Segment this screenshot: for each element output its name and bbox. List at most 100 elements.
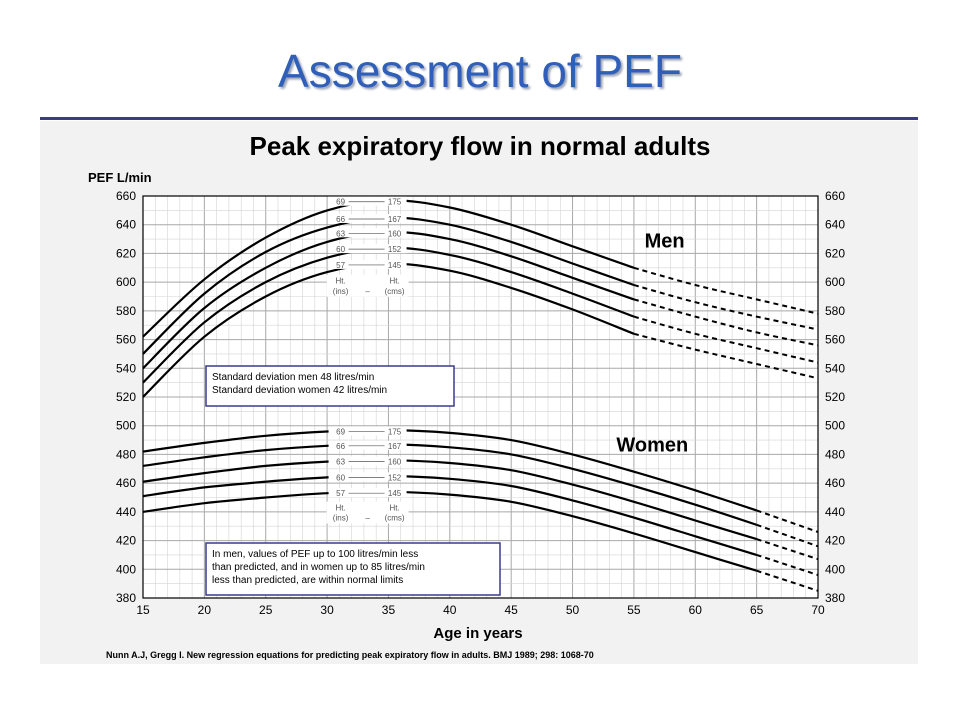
y-tick-label-left: 560: [116, 333, 136, 347]
limits-annotation-box-line: less than predicted, are within normal l…: [212, 575, 403, 586]
height-label-bg: [328, 426, 407, 436]
height-cms-label: 167: [388, 215, 402, 224]
women-series-extrapolation: [756, 509, 819, 533]
height-unit-ins: (ins): [333, 287, 349, 296]
height-header-ins: Ht.: [335, 504, 345, 513]
height-cms-label: 160: [388, 229, 402, 238]
chart-figure: Peak expiratory flow in normal adults PE…: [40, 121, 918, 664]
sd-annotation-box: [205, 365, 455, 407]
men-series-extrapolation: [633, 284, 819, 331]
height-ins-label: 63: [336, 229, 345, 238]
y-tick-label-left: 640: [116, 218, 136, 232]
y-axis-label: PEF L/min: [88, 170, 152, 185]
men-series-extrapolation: [633, 298, 819, 347]
citation: Nunn A.J, Gregg I. New regression equati…: [106, 650, 594, 660]
height-ins-label: 66: [336, 215, 345, 224]
x-tick-label: 45: [505, 603, 519, 617]
height-cms-label: 145: [388, 489, 402, 498]
men-series-extrapolation: [633, 315, 819, 364]
height-cms-label: 152: [388, 473, 402, 482]
sd-annotation-box-line: Standard deviation men 48 litres/min: [212, 372, 374, 383]
height-unit-sep: –: [365, 287, 370, 296]
y-tick-label-right: 520: [825, 390, 845, 404]
y-tick-label-right: 500: [825, 419, 845, 433]
height-ins-label: 57: [336, 489, 345, 498]
pef-chart: Peak expiratory flow in normal adults PE…: [88, 131, 845, 660]
women-series-line: [142, 443, 757, 526]
height-cms-label: 175: [388, 198, 402, 207]
y-tick-label-right: 400: [825, 562, 845, 576]
y-tick-label-right: 380: [825, 591, 845, 605]
y-tick-label-left: 460: [116, 476, 136, 490]
y-tick-label-left: 480: [116, 447, 136, 461]
height-unit-ins: (ins): [333, 514, 349, 523]
y-tick-label-left: 500: [116, 419, 136, 433]
height-ins-label: 69: [336, 198, 345, 207]
limits-annotation-box-line: In men, values of PEF up to 100 litres/m…: [212, 549, 418, 560]
height-label-bg: [328, 228, 407, 238]
height-label-bg: [328, 456, 407, 466]
height-ins-label: 60: [336, 473, 345, 482]
y-tick-label-right: 640: [825, 218, 845, 232]
slide-title: Assessment of PEF: [278, 45, 682, 97]
women-series-extrapolation: [756, 553, 819, 576]
sd-annotation-box-line: Standard deviation women 42 litres/min: [212, 385, 387, 396]
y-tick-label-right: 600: [825, 275, 845, 289]
height-ins-label: 66: [336, 442, 345, 451]
limits-annotation-box-line: than predicted, and in women up to 85 li…: [212, 562, 425, 573]
y-tick-label-left: 540: [116, 361, 136, 375]
y-tick-label-right: 660: [825, 189, 845, 203]
height-header-ins: Ht.: [335, 277, 345, 286]
women-series-line: [142, 459, 757, 541]
height-header-cms: Ht.: [389, 504, 399, 513]
women-series-extrapolation: [756, 523, 819, 548]
height-cms-label: 160: [388, 458, 402, 467]
y-tick-label-right: 420: [825, 534, 845, 548]
height-label-bg: [328, 472, 407, 482]
women-series-line: [142, 428, 757, 512]
y-tick-label-left: 600: [116, 275, 136, 289]
height-header-bg: [326, 274, 409, 297]
y-tick-label-left: 580: [116, 304, 136, 318]
y-tick-label-left: 660: [116, 189, 136, 203]
men-series-extrapolation: [633, 266, 819, 315]
women-series-line: [142, 474, 757, 556]
height-cms-label: 167: [388, 442, 402, 451]
height-label-bg: [328, 196, 407, 206]
women-series-line: [142, 490, 757, 572]
x-tick-label: 70: [811, 603, 825, 617]
x-tick-label: 35: [382, 603, 396, 617]
x-tick-label: 15: [136, 603, 150, 617]
height-header-bg: [326, 501, 409, 524]
y-tick-label-left: 440: [116, 505, 136, 519]
y-tick-label-right: 540: [825, 361, 845, 375]
y-tick-label-left: 620: [116, 246, 136, 260]
y-tick-label-right: 440: [825, 505, 845, 519]
height-unit-cms: (cms): [385, 514, 405, 523]
height-cms-label: 175: [388, 427, 402, 436]
x-tick-label: 25: [259, 603, 273, 617]
x-tick-label: 60: [689, 603, 703, 617]
height-label-bg: [328, 488, 407, 498]
height-unit-cms: (cms): [385, 287, 405, 296]
height-label-bg: [328, 244, 407, 254]
x-tick-label: 65: [750, 603, 764, 617]
limits-annotation-box: [205, 542, 501, 596]
y-tick-label-right: 480: [825, 447, 845, 461]
height-unit-sep: –: [365, 514, 370, 523]
y-tick-label-right: 560: [825, 333, 845, 347]
x-axis-label: Age in years: [433, 625, 522, 642]
title-divider: [40, 117, 918, 120]
women-group-label: Women: [616, 435, 688, 457]
y-tick-label-right: 460: [825, 476, 845, 490]
men-series-extrapolation: [633, 332, 819, 380]
y-tick-label-left: 380: [116, 591, 136, 605]
men-group-label: Men: [645, 231, 685, 253]
height-ins-label: 57: [336, 261, 345, 270]
height-label-bg: [328, 440, 407, 450]
height-ins-label: 69: [336, 427, 345, 436]
x-tick-label: 20: [198, 603, 212, 617]
y-tick-label-right: 580: [825, 304, 845, 318]
x-tick-label: 40: [443, 603, 457, 617]
chart-title: Peak expiratory flow in normal adults: [250, 131, 711, 161]
